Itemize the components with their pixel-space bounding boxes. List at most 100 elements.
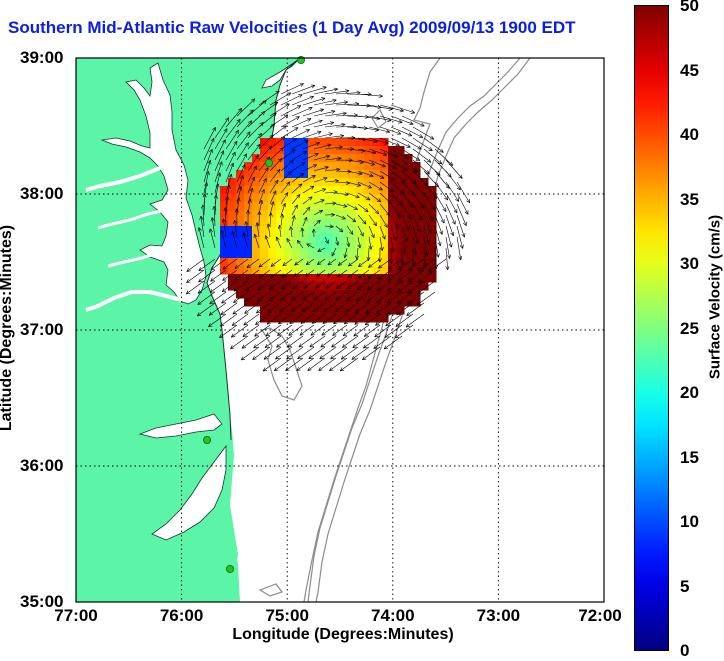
- velocity-cell: [364, 194, 373, 203]
- y-tick-label: 39:00: [20, 48, 63, 68]
- velocity-cell: [276, 250, 285, 259]
- velocity-cell: [332, 314, 341, 323]
- velocity-cell: [316, 306, 325, 315]
- velocity-cell: [284, 194, 293, 203]
- velocity-cell: [260, 234, 269, 243]
- velocity-cell: [252, 258, 261, 267]
- velocity-cell: [292, 186, 301, 195]
- velocity-cell: [388, 178, 397, 187]
- velocity-cell: [292, 226, 301, 235]
- velocity-cell: [340, 258, 349, 267]
- station-marker-hatteras: [226, 565, 233, 572]
- velocity-cell: [268, 282, 277, 291]
- velocity-cell: [356, 186, 365, 195]
- velocity-cell: [396, 170, 405, 179]
- velocity-cell: [348, 274, 357, 283]
- velocity-cell: [388, 154, 397, 163]
- velocity-cell: [356, 290, 365, 299]
- velocity-cell: [284, 282, 293, 291]
- velocity-cell: [388, 194, 397, 203]
- velocity-cell: [340, 274, 349, 283]
- velocity-cell: [252, 226, 261, 235]
- y-tick-label: 35:00: [20, 592, 63, 612]
- velocity-cell: [252, 242, 261, 251]
- velocity-cell: [268, 210, 277, 219]
- velocity-cell: [260, 274, 269, 283]
- colorbar-tick-label: 0: [680, 641, 689, 661]
- velocity-cell: [316, 234, 325, 243]
- velocity-cell: [220, 186, 229, 195]
- velocity-cell: [324, 306, 333, 315]
- velocity-cell: [292, 178, 301, 187]
- velocity-cell: [284, 218, 293, 227]
- y-tick-label: 37:00: [20, 320, 63, 340]
- velocity-cell: [316, 242, 325, 251]
- velocity-cell: [388, 258, 397, 267]
- velocity-cell: [308, 274, 317, 283]
- velocity-cell: [372, 226, 381, 235]
- velocity-cell: [356, 242, 365, 251]
- velocity-cell: [332, 218, 341, 227]
- velocity-cell: [292, 202, 301, 211]
- velocity-cell: [340, 138, 349, 147]
- colorbar-label: Surface Velocity (cm/s): [707, 215, 724, 379]
- velocity-cell: [340, 218, 349, 227]
- velocity-cell: [380, 282, 389, 291]
- velocity-cell: [300, 274, 309, 283]
- velocity-cell: [348, 194, 357, 203]
- velocity-cell: [420, 210, 429, 219]
- velocity-cell: [276, 138, 285, 147]
- velocity-cell: [236, 290, 245, 299]
- velocity-cell: [332, 138, 341, 147]
- velocity-cell: [396, 290, 405, 299]
- velocity-cell: [316, 186, 325, 195]
- velocity-cell: [372, 154, 381, 163]
- velocity-cell: [276, 178, 285, 187]
- velocity-cell: [356, 218, 365, 227]
- velocity-cell: [308, 178, 317, 187]
- velocity-cell: [276, 314, 285, 323]
- y-axis-label: Latitude (Degrees:Minutes): [0, 225, 16, 431]
- velocity-cell: [260, 266, 269, 275]
- velocity-cell: [284, 298, 293, 307]
- velocity-cell: [356, 170, 365, 179]
- velocity-cell: [284, 210, 293, 219]
- velocity-cell: [268, 234, 277, 243]
- velocity-cell: [396, 234, 405, 243]
- velocity-cell: [396, 194, 405, 203]
- velocity-cell: [348, 234, 357, 243]
- velocity-cell: [308, 154, 317, 163]
- colorbar-tick-label: 30: [680, 254, 699, 274]
- velocity-cell: [380, 266, 389, 275]
- velocity-cell: [268, 250, 277, 259]
- velocity-cell: [308, 226, 317, 235]
- velocity-cell: [340, 146, 349, 155]
- velocity-cell: [260, 138, 269, 147]
- colorbar-tick-label: 35: [680, 190, 699, 210]
- velocity-cell: [244, 242, 253, 251]
- velocity-cell: [300, 194, 309, 203]
- velocity-cell: [332, 250, 341, 259]
- velocity-cell: [412, 298, 421, 307]
- velocity-cell: [372, 186, 381, 195]
- velocity-cell: [276, 298, 285, 307]
- velocity-cell: [396, 146, 405, 155]
- velocity-cell: [412, 282, 421, 291]
- velocity-cell: [404, 170, 413, 179]
- velocity-cell: [284, 178, 293, 187]
- velocity-cell: [332, 266, 341, 275]
- velocity-cell: [236, 282, 245, 291]
- velocity-cell: [348, 178, 357, 187]
- velocity-cell: [284, 306, 293, 315]
- velocity-cell: [220, 210, 229, 219]
- colorbar-tick-label: 25: [680, 319, 699, 339]
- velocity-cell: [404, 226, 413, 235]
- velocity-cell: [348, 210, 357, 219]
- velocity-cell: [276, 290, 285, 299]
- velocity-cell: [372, 250, 381, 259]
- velocity-cell: [228, 210, 237, 219]
- velocity-cell: [364, 290, 373, 299]
- velocity-cell: [412, 290, 421, 299]
- velocity-cell: [308, 234, 317, 243]
- velocity-cell: [412, 162, 421, 171]
